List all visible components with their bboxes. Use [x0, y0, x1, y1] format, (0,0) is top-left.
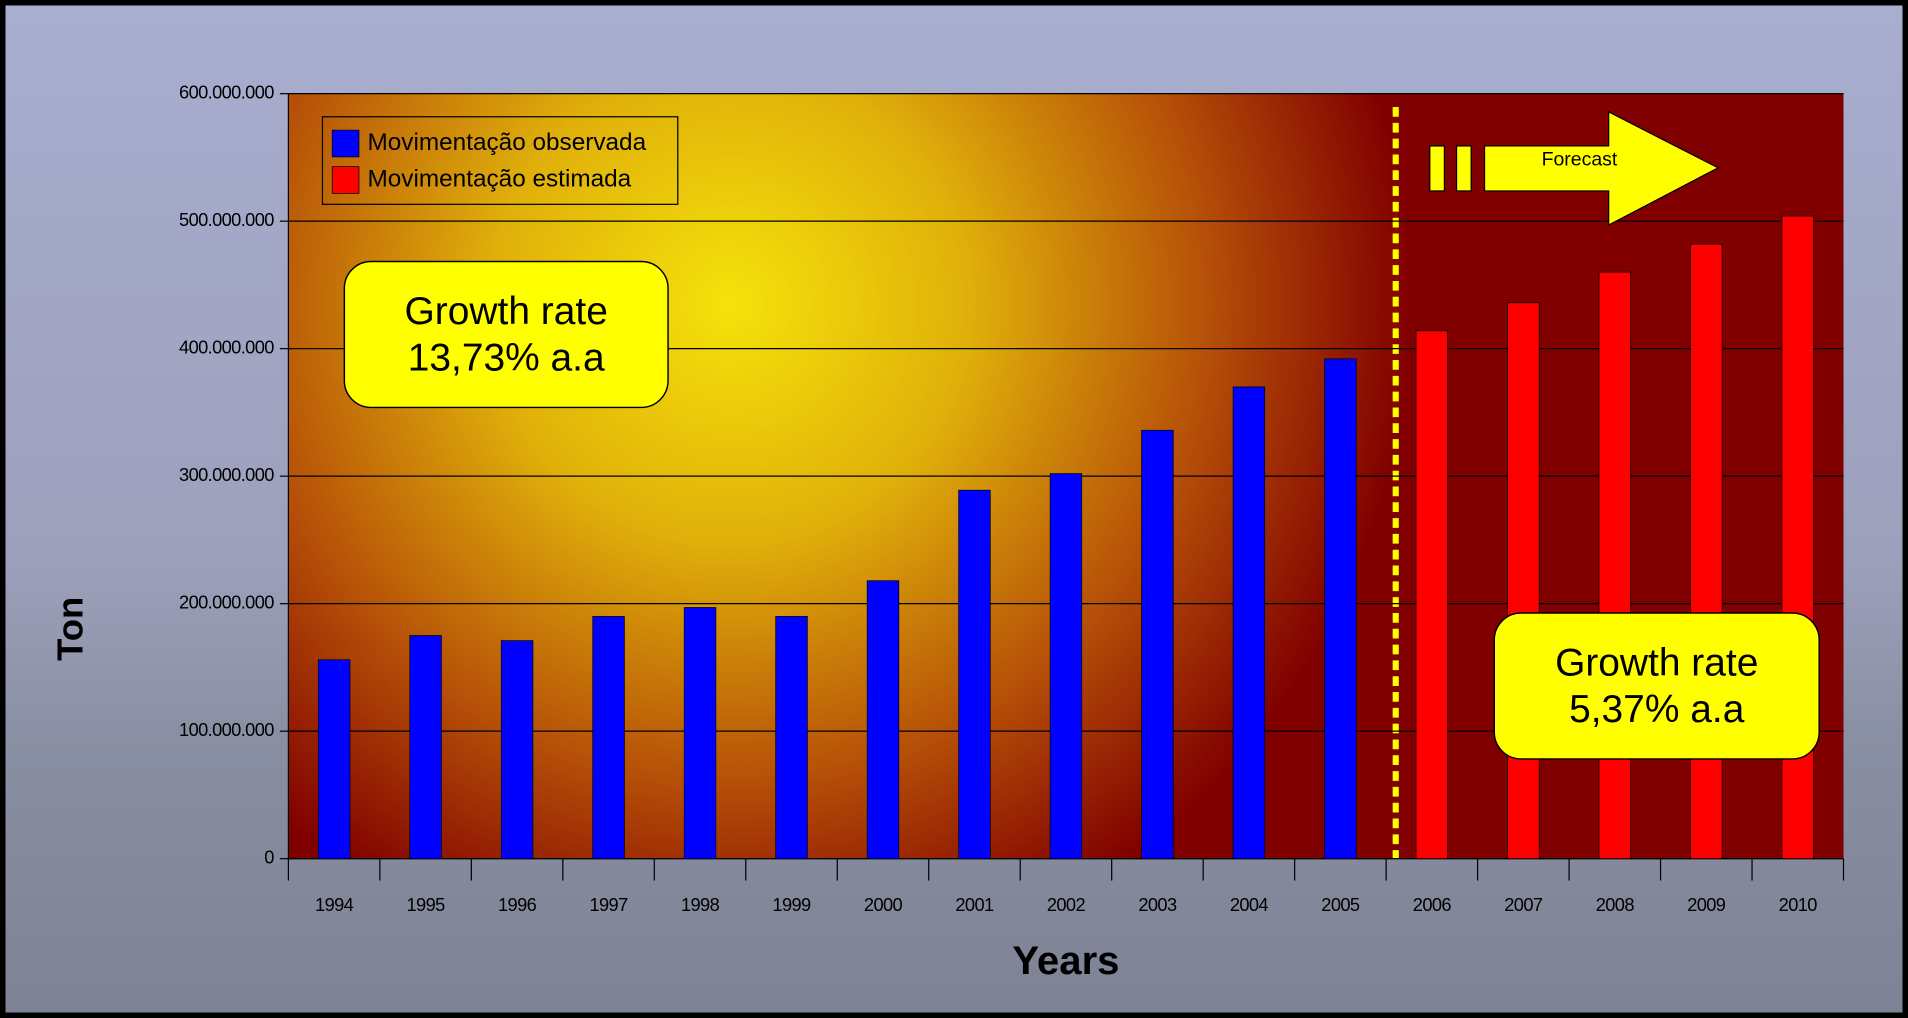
legend-swatch	[331, 129, 360, 158]
y-tick-label: 400.000.000	[179, 336, 274, 357]
x-tick-label: 1996	[498, 894, 537, 915]
x-tick-label: 1994	[315, 894, 354, 915]
x-tick-label: 2010	[1779, 894, 1818, 915]
forecast-arrow: Forecast	[1429, 110, 1720, 227]
x-tick-label: 1995	[407, 894, 446, 915]
x-tick-label: 2003	[1138, 894, 1177, 915]
forecast-label: Forecast	[1542, 149, 1618, 171]
annotation-text: Growth rate	[1555, 642, 1758, 685]
y-tick-label: 300.000.000	[179, 464, 274, 485]
annotation-text: 5,37% a.a	[1569, 688, 1745, 731]
annotation-box	[343, 260, 669, 409]
bar	[866, 580, 900, 860]
x-tick-label: 2005	[1321, 894, 1360, 915]
arrow	[1483, 110, 1720, 227]
x-tick-label: 2006	[1413, 894, 1452, 915]
y-axis-title: Ton	[50, 597, 91, 661]
bar	[958, 489, 991, 860]
bar	[1324, 358, 1357, 860]
y-tick-label: 500.000.000	[179, 209, 274, 230]
x-tick-label: 1998	[681, 894, 720, 915]
arrow-stripe	[1429, 145, 1445, 192]
x-tick-label: 2001	[955, 894, 994, 915]
bar	[1232, 386, 1266, 860]
y-tick-label: 0	[264, 846, 274, 867]
x-tick-label: 2009	[1687, 894, 1726, 915]
bar	[1507, 302, 1540, 860]
x-tick-label: 2008	[1596, 894, 1635, 915]
x-tick-label: 2000	[864, 894, 903, 915]
bar	[317, 659, 351, 860]
legend: Movimentação observada Movimentação estim…	[321, 116, 679, 205]
bar	[1141, 429, 1174, 860]
arrow-stripe	[1455, 145, 1472, 192]
legend-box	[321, 116, 679, 205]
bar	[1781, 215, 1814, 860]
bar	[1049, 473, 1083, 860]
x-tick-label: 1997	[589, 894, 628, 915]
legend-label: Movimentação observada	[367, 129, 646, 156]
annotation-text: Growth rate	[405, 290, 608, 333]
bar	[683, 607, 717, 860]
bar	[775, 616, 808, 860]
annotation-text: 13,73% a.a	[408, 336, 605, 379]
x-tick-label: 2004	[1230, 894, 1269, 915]
bar	[1415, 330, 1449, 860]
y-tick-label: 600.000.000	[179, 81, 274, 102]
x-tick-label: 1999	[772, 894, 811, 915]
annotation-box	[1493, 612, 1820, 760]
bar	[1690, 243, 1723, 860]
bar	[409, 635, 442, 860]
x-tick-label: 2002	[1047, 894, 1086, 915]
x-tick-label: 2007	[1504, 894, 1543, 915]
legend-swatch	[331, 166, 360, 194]
bar	[1598, 271, 1631, 860]
legend-label: Movimentação estimada	[367, 165, 631, 192]
y-tick-label: 100.000.000	[179, 719, 274, 740]
y-tick-label: 200.000.000	[179, 591, 274, 612]
bar	[592, 616, 625, 860]
x-axis-title: Years	[1012, 938, 1119, 983]
bar	[500, 640, 534, 860]
